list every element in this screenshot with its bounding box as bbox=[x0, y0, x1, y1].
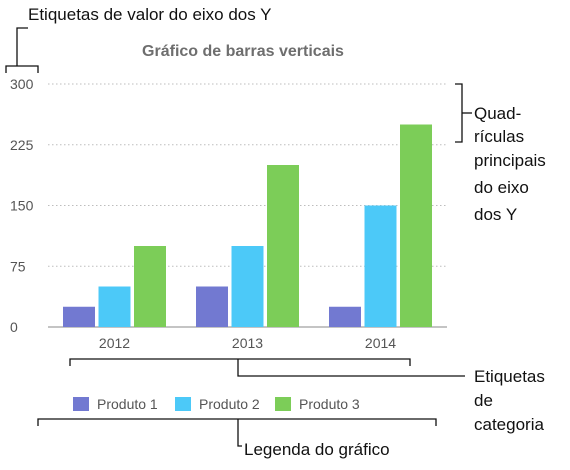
callout-category-labels: Etiquetas de categoria bbox=[474, 367, 550, 434]
callout-category-line-1: Etiquetas bbox=[474, 367, 545, 386]
callout-gridlines-line-3: principais bbox=[474, 151, 546, 170]
legend-swatch bbox=[73, 397, 89, 411]
bar-produto-3-2014 bbox=[400, 124, 432, 327]
category-label: 2013 bbox=[232, 335, 263, 351]
legend-label: Produto 3 bbox=[299, 396, 360, 412]
y-axis-tick-labels: 0 75 150 225 300 bbox=[10, 76, 34, 335]
bar-produto-1-2012 bbox=[63, 306, 95, 327]
callout-legend-bracket bbox=[37, 418, 437, 426]
callout-category-pointer bbox=[237, 359, 465, 377]
chart-title: Gráfico de barras verticais bbox=[142, 43, 344, 60]
bar-produto-3-2013 bbox=[267, 165, 299, 327]
callout-legend: Legenda do gráfico bbox=[244, 440, 390, 459]
bar-produto-2-2012 bbox=[98, 286, 131, 327]
bars bbox=[63, 124, 432, 327]
legend-label: Produto 2 bbox=[199, 396, 260, 412]
callout-y-axis-bracket bbox=[5, 65, 39, 73]
category-label: 2012 bbox=[99, 335, 130, 351]
callout-legend-pointer bbox=[237, 419, 242, 447]
legend-label: Produto 1 bbox=[97, 396, 158, 412]
y-tick-label: 150 bbox=[10, 198, 34, 214]
bar-produto-3-2012 bbox=[134, 246, 166, 327]
y-tick-label: 300 bbox=[10, 76, 34, 92]
y-tick-label: 75 bbox=[10, 258, 26, 274]
category-label: 2014 bbox=[365, 335, 396, 351]
bar-produto-2-2013 bbox=[231, 246, 264, 327]
callout-y-axis-labels: Etiquetas de valor do eixo dos Y bbox=[28, 5, 272, 24]
callout-category-line-3: categoria bbox=[474, 415, 544, 434]
callout-gridlines-bracket bbox=[455, 83, 463, 143]
callout-gridlines-line-1: Quad- bbox=[474, 104, 521, 123]
y-tick-label: 0 bbox=[10, 319, 18, 335]
callout-y-axis-pointer bbox=[16, 27, 28, 66]
legend-swatch bbox=[275, 397, 291, 411]
legend-swatch bbox=[175, 397, 191, 411]
callout-gridlines-line-5: dos Y bbox=[474, 205, 517, 224]
bar-produto-1-2013 bbox=[196, 286, 228, 327]
callout-category-line-2: de bbox=[474, 391, 493, 410]
callout-gridlines-line-4: do eixo bbox=[474, 178, 529, 197]
legend: Produto 1 Produto 2 Produto 3 bbox=[73, 396, 360, 412]
callout-gridlines: Quad- rículas principais do eixo dos Y bbox=[474, 104, 551, 224]
bar-produto-1-2014 bbox=[329, 306, 361, 327]
bar-produto-2-2014 bbox=[364, 205, 397, 327]
callout-category-bracket bbox=[69, 358, 411, 366]
callout-gridlines-line-2: rículas bbox=[474, 127, 524, 146]
y-tick-label: 225 bbox=[10, 137, 34, 153]
category-labels: 2012 2013 2014 bbox=[99, 335, 396, 351]
